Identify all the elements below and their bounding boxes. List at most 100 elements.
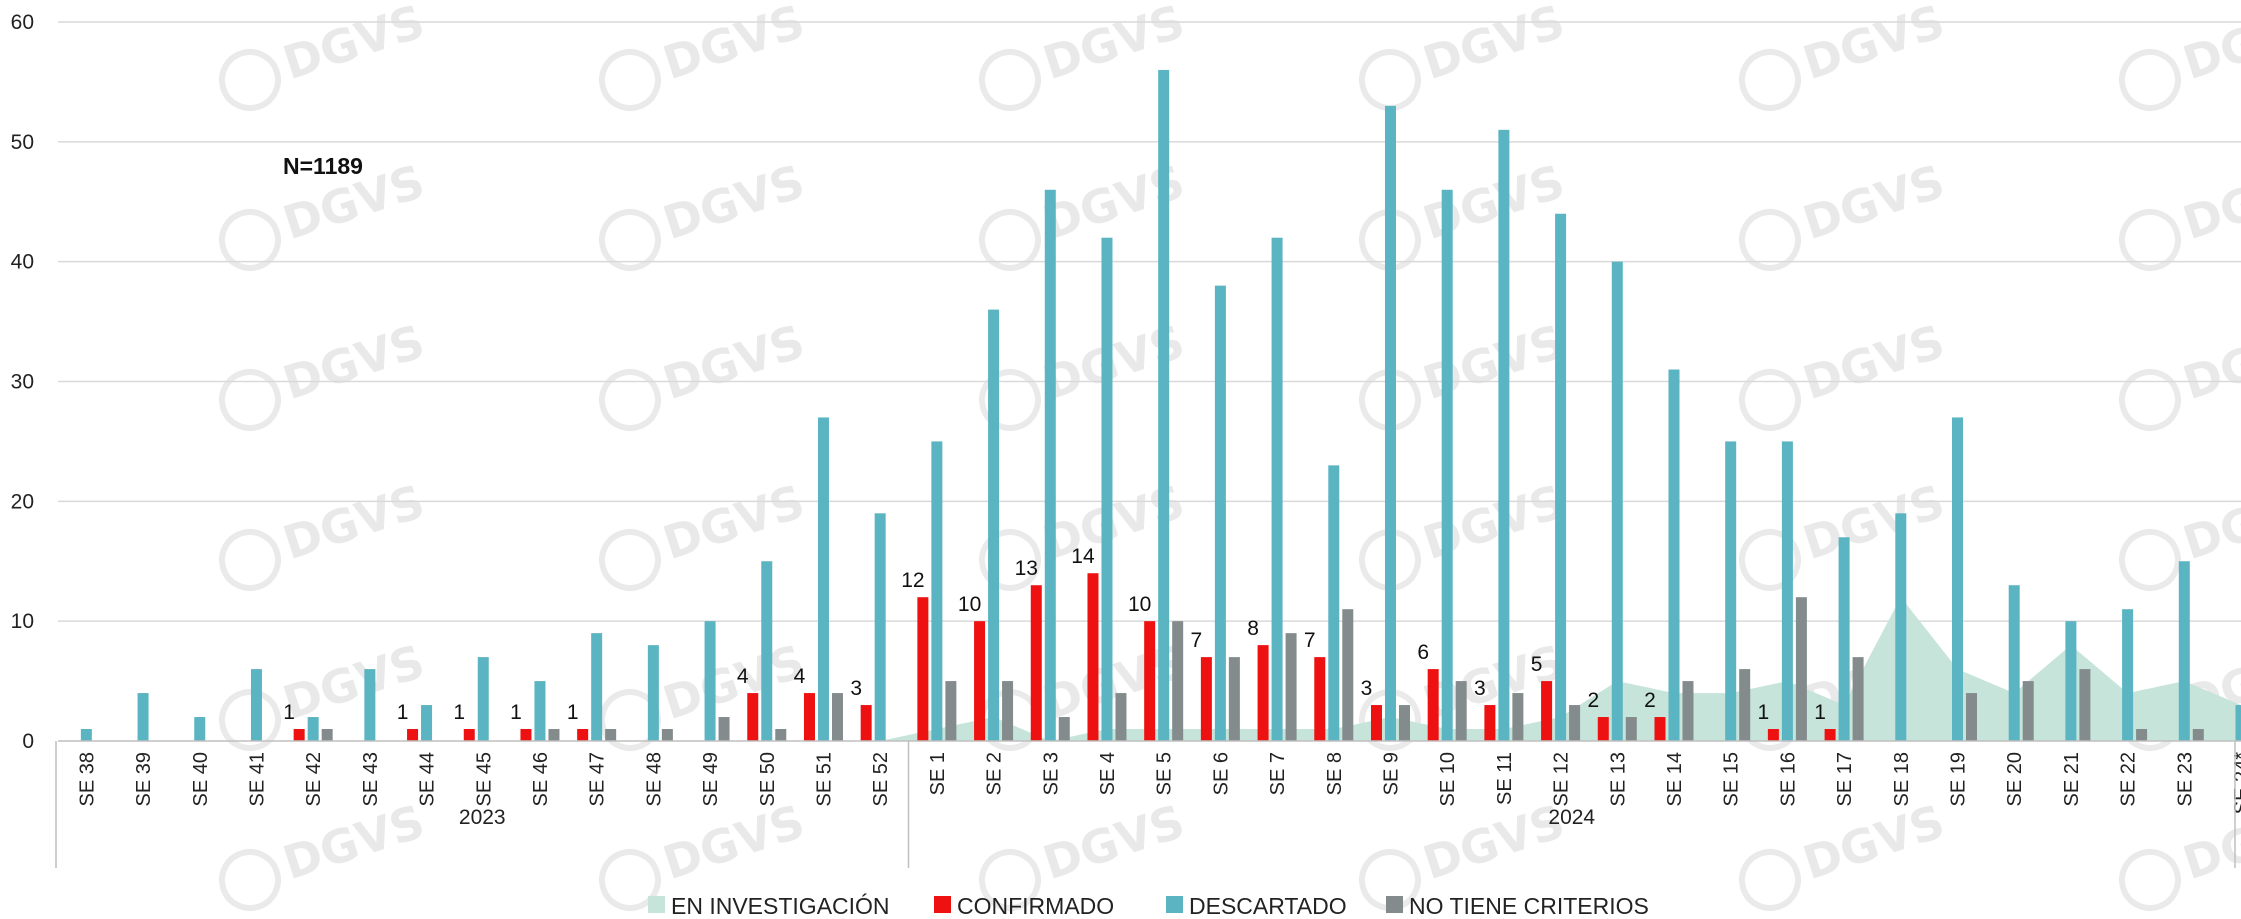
x-tick-label: SE 1 — [927, 752, 949, 795]
watermark-tile: DGVS — [599, 314, 811, 431]
bar-descartado — [704, 621, 716, 741]
watermark-text: DGVS — [657, 634, 811, 730]
bar-confirmado — [860, 705, 872, 741]
bar-descartado — [307, 717, 319, 741]
watermark-tile: DGVS — [1739, 0, 1951, 111]
x-tick-label: SE 3 — [1040, 752, 1062, 795]
x-tick-label: SE 9 — [1380, 752, 1402, 795]
bar-no-tiene-criterios — [1795, 597, 1807, 741]
bar-descartado — [2235, 705, 2241, 741]
bar-descartado — [1101, 237, 1113, 741]
y-tick-label: 60 — [11, 11, 34, 34]
y-tick-label: 50 — [11, 131, 34, 154]
bar-confirmado — [577, 729, 589, 741]
x-tick-label: SE 20 — [2004, 752, 2026, 806]
bar-descartado — [1158, 69, 1170, 741]
x-tick-label: SE 44 — [417, 752, 439, 806]
bar-no-tiene-criterios — [661, 729, 673, 741]
bar-descartado — [988, 309, 1000, 741]
x-tick-label: SE 6 — [1210, 752, 1232, 795]
data-label: 1 — [397, 701, 409, 724]
watermark-text: DGVS — [277, 794, 431, 890]
watermark-tile: DGVS — [1359, 0, 1571, 111]
watermark-text: DGVS — [2177, 474, 2241, 570]
x-tick-label: SE 14 — [1664, 752, 1686, 806]
x-group-label: 2024 — [1548, 806, 1595, 829]
bar-no-tiene-criterios — [1455, 681, 1467, 741]
x-tick-label: SE 50 — [757, 752, 779, 806]
data-label: 3 — [1361, 677, 1373, 700]
bar-no-tiene-criterios — [1058, 717, 1070, 741]
bar-confirmado — [1030, 585, 1042, 741]
bar-no-tiene-criterios — [775, 729, 787, 741]
x-tick-label: SE 45 — [473, 752, 495, 806]
watermark-text: DGVS — [1417, 314, 1571, 410]
bar-confirmado — [1597, 717, 1609, 741]
watermark-text: DGVS — [1797, 314, 1951, 410]
x-tick-label: SE 22 — [2118, 752, 2140, 806]
watermark-text: DGVS — [1797, 474, 1951, 570]
bar-descartado — [761, 561, 773, 741]
x-tick-label: SE 21 — [2061, 752, 2083, 806]
data-label: 1 — [1758, 701, 1770, 724]
bar-no-tiene-criterios — [718, 717, 730, 741]
data-label: 4 — [737, 665, 749, 688]
bar-descartado — [1781, 441, 1793, 741]
data-label: 3 — [850, 677, 862, 700]
bar-descartado — [874, 513, 886, 741]
watermark-text: DGVS — [1797, 154, 1951, 250]
bar-descartado — [1668, 369, 1680, 741]
data-label: 4 — [794, 665, 806, 688]
bar-no-tiene-criterios — [1398, 705, 1410, 741]
bar-descartado — [591, 633, 603, 741]
watermark-text: DGVS — [2177, 0, 2241, 90]
watermark-text: DGVS — [277, 0, 431, 90]
data-label: 7 — [1191, 629, 1203, 652]
bar-descartado — [194, 717, 206, 741]
bar-descartado — [1555, 213, 1567, 741]
bar-no-tiene-criterios — [605, 729, 617, 741]
bar-confirmado — [1370, 705, 1382, 741]
bar-no-tiene-criterios — [1115, 693, 1127, 741]
bar-no-tiene-criterios — [2192, 729, 2204, 741]
bar-no-tiene-criterios — [1682, 681, 1694, 741]
x-tick-label: SE 4 — [1097, 752, 1119, 795]
x-tick-label: SE 13 — [1607, 752, 1629, 806]
legend-label: NO TIENE CRITERIOS — [1409, 893, 1649, 919]
legend-swatch — [1166, 896, 1183, 913]
bar-descartado — [364, 669, 376, 741]
bar-descartado — [421, 705, 433, 741]
bar-confirmado — [747, 693, 759, 741]
watermark-text: DGVS — [657, 154, 811, 250]
x-tick-label: SE 7 — [1267, 752, 1289, 795]
x-tick-label: SE 18 — [1891, 752, 1913, 806]
x-tick-label: SE 40 — [190, 752, 212, 806]
bar-confirmado — [1541, 681, 1553, 741]
annotation-total: N=1189 — [283, 153, 363, 179]
watermark-text: DGVS — [1417, 0, 1571, 90]
y-tick-label: 40 — [11, 251, 34, 274]
legend-swatch — [934, 896, 951, 913]
x-tick-label: SE 51 — [813, 752, 835, 806]
bar-no-tiene-criterios — [321, 729, 333, 741]
watermark-text: DGVS — [277, 314, 431, 410]
bar-confirmado — [1087, 573, 1099, 741]
watermark-text: DGVS — [657, 0, 811, 90]
data-label: 1 — [283, 701, 295, 724]
watermark-tile: DGVS — [2119, 0, 2241, 111]
data-label: 12 — [901, 569, 924, 592]
bar-confirmado — [1767, 729, 1779, 741]
data-label: 7 — [1304, 629, 1316, 652]
watermark-tile: DGVS — [599, 0, 811, 111]
x-tick-label: SE 15 — [1721, 752, 1743, 806]
data-label: 13 — [1015, 557, 1038, 580]
bar-no-tiene-criterios — [1739, 669, 1751, 741]
x-tick-label: SE 12 — [1551, 752, 1573, 806]
x-tick-label: SE 16 — [1777, 752, 1799, 806]
bar-descartado — [1441, 189, 1453, 741]
bar-confirmado — [803, 693, 815, 741]
y-tick-label: 20 — [11, 490, 34, 513]
watermark-tile: DGVS — [219, 794, 431, 911]
